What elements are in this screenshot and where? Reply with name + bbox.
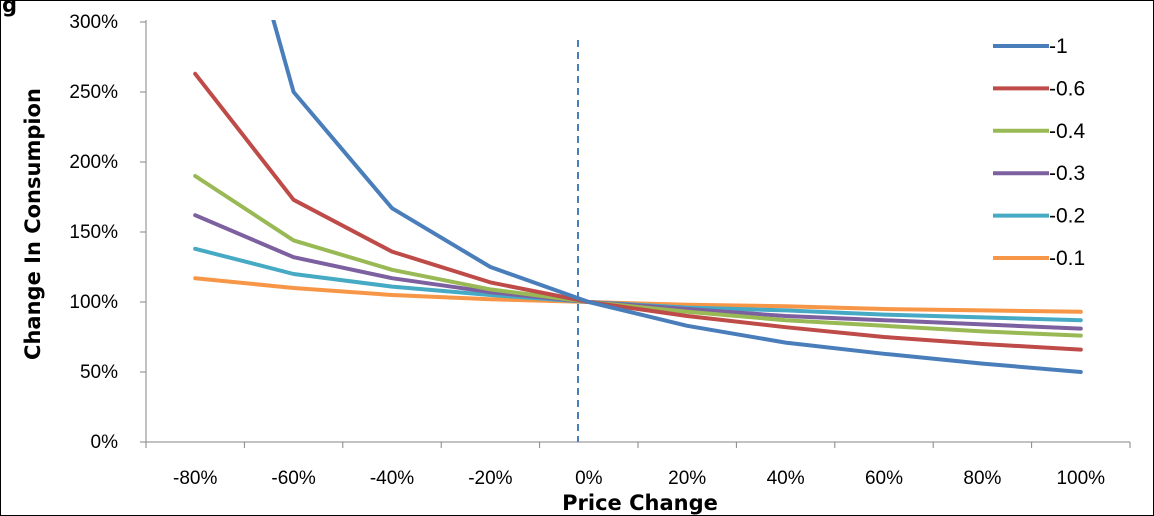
series-line--1 (271, 20, 1083, 374)
x-tick-label: -60% (271, 468, 315, 489)
legend-label: -0.2 (1049, 205, 1085, 228)
y-axis: 0% 50% 100% 150% 200% 250% 300% (69, 12, 147, 453)
legend-label: -0.1 (1049, 247, 1085, 270)
y-tick-label: 150% (69, 222, 118, 243)
series-line--0.6 (193, 71, 1083, 352)
series-line--0.4 (193, 174, 1083, 338)
legend-label: -0.6 (1049, 77, 1085, 100)
x-tick-label: 100% (1056, 468, 1105, 489)
x-axis: -80% -60% -40% -20% 0% 20% 40% 60% 80% 100% (145, 441, 1131, 489)
x-tick-label: -40% (370, 468, 414, 489)
chart-title-fragment: g (2, 0, 17, 17)
legend: -1 -0.6 -0.4 -0.3 -0.2 -0.1 (993, 35, 1086, 270)
y-tick-label: 200% (69, 152, 118, 173)
x-axis-title: Price Change (562, 491, 718, 515)
y-tick-label: 300% (69, 12, 118, 33)
series-group (193, 20, 1083, 374)
x-tick-label: 0% (575, 468, 603, 489)
x-tick-label: 60% (865, 468, 903, 489)
y-tick-label: 100% (69, 292, 118, 313)
y-tick-label: 250% (69, 82, 118, 103)
x-tick-label: -80% (173, 468, 217, 489)
y-tick-label: 0% (91, 432, 119, 453)
y-tick-label: 50% (80, 362, 118, 383)
x-tick-label: -20% (468, 468, 512, 489)
x-tick-label: 40% (767, 468, 805, 489)
y-axis-title: Change In Consumpion (21, 88, 45, 360)
legend-label: -0.4 (1049, 120, 1086, 143)
legend-label: -1 (1049, 35, 1068, 58)
x-tick-label: 80% (963, 468, 1001, 489)
legend-label: -0.3 (1049, 162, 1085, 185)
x-tick-label: 20% (668, 468, 706, 489)
